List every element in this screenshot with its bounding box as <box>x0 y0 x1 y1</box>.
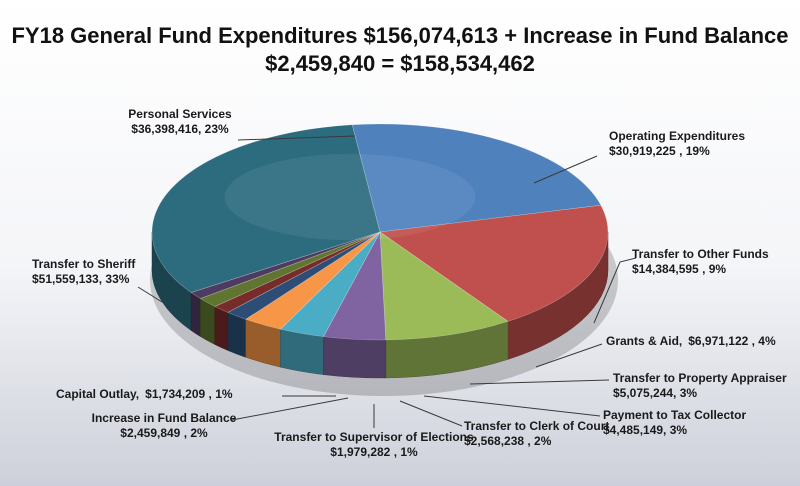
leader-line <box>399 400 463 427</box>
slice-label: Increase in Fund Balance $2,459,849 , 2% <box>92 411 237 440</box>
slice-label-name: Grants & Aid, <box>606 334 682 348</box>
pie-slice <box>199 231 381 307</box>
slice-label-name: Transfer to Clerk of Court <box>464 419 609 433</box>
pie-slice <box>190 231 381 299</box>
pie-slice-side <box>323 336 387 379</box>
slice-label-value: $1,734,209 , 1% <box>145 387 233 401</box>
pie-slice <box>279 231 381 337</box>
slice-label: Transfer to Supervisor of Elections $1,97… <box>274 430 474 459</box>
slice-label-value: $1,979,282 , 1% <box>330 445 418 459</box>
pie-slice <box>245 231 381 330</box>
slice-label-name: Operating Expenditures <box>609 129 745 143</box>
pie-slice <box>214 231 381 313</box>
slice-label-value: $6,971,122 , 4% <box>688 334 776 348</box>
slice-label-value: $14,384,595 , 9% <box>632 262 726 276</box>
slice-label: Transfer to Clerk of Court $2,568,238 , 2… <box>464 419 609 448</box>
slice-label-name: Transfer to Sheriff <box>32 257 136 271</box>
pie-labels: Personal Services $36,398,416, 23% Operati… <box>32 107 787 459</box>
slice-label: Transfer to Property Appraiser $5,075,244… <box>613 371 787 400</box>
pie-sides <box>151 231 609 379</box>
pie-slice-side <box>227 312 247 358</box>
chart-title-line-1: FY18 General Fund Expenditures $156,074,… <box>11 23 789 48</box>
slice-label-name: Personal Services <box>128 107 232 121</box>
slice-label-value: $4,485,149, 3% <box>603 423 687 437</box>
slice-label: Payment to Tax Collector $4,485,149, 3% <box>603 408 746 437</box>
leader-line <box>533 155 598 184</box>
slice-label-name: Transfer to Other Funds <box>632 247 769 261</box>
pie-slice <box>379 231 509 341</box>
chart-title: FY18 General Fund Expenditures $156,074,… <box>0 22 800 78</box>
slice-label-name: Increase in Fund Balance <box>92 411 237 425</box>
pie-slice-side <box>214 306 228 351</box>
pie-slice-side <box>190 292 201 337</box>
leader-line <box>423 395 601 417</box>
slice-label: Operating Expenditures $30,919,225 , 19% <box>609 129 745 158</box>
slice-label-value: $2,459,849 , 2% <box>120 426 208 440</box>
pie-highlight <box>224 153 476 241</box>
slice-label-name: Capital Outlay, <box>56 387 139 401</box>
pie-slice <box>227 231 381 320</box>
slice-label-name: Transfer to Property Appraiser <box>613 371 787 385</box>
pie-tops <box>151 123 609 341</box>
leader-line <box>535 343 603 368</box>
slice-label-value: $2,568,238 , 2% <box>464 434 552 448</box>
pie-slice <box>351 123 602 233</box>
slice-label: Grants & Aid, $6,971,122 , 4% <box>606 334 776 348</box>
leader-line <box>231 397 349 421</box>
slice-label-value: $30,919,225 , 19% <box>609 144 710 158</box>
slice-label: Capital Outlay, $1,734,209 , 1% <box>56 387 233 401</box>
leader-line <box>237 135 356 141</box>
leader-line <box>593 257 637 324</box>
pie-slice <box>151 124 381 293</box>
slice-label-value: $36,398,416, 23% <box>131 122 229 136</box>
slice-label: Personal Services $36,398,416, 23% <box>128 107 232 136</box>
slice-label: Transfer to Other Funds $14,384,595 , 9% <box>632 247 769 276</box>
pie-slice <box>322 230 387 341</box>
slice-label-name: Payment to Tax Collector <box>603 408 746 422</box>
slice-label-value: $51,559,133, 33% <box>32 272 130 286</box>
chart-title-line-2: $2,459,840 = $158,534,462 <box>265 51 535 76</box>
slice-label-value: $5,075,244, 3% <box>613 386 697 400</box>
slice-label: Transfer to Sheriff $51,559,133, 33% <box>32 257 136 286</box>
leader-line <box>469 379 610 385</box>
leader-line <box>137 286 163 303</box>
slice-label-name: Transfer to Supervisor of Elections <box>274 430 474 444</box>
pie-slice <box>379 204 609 322</box>
